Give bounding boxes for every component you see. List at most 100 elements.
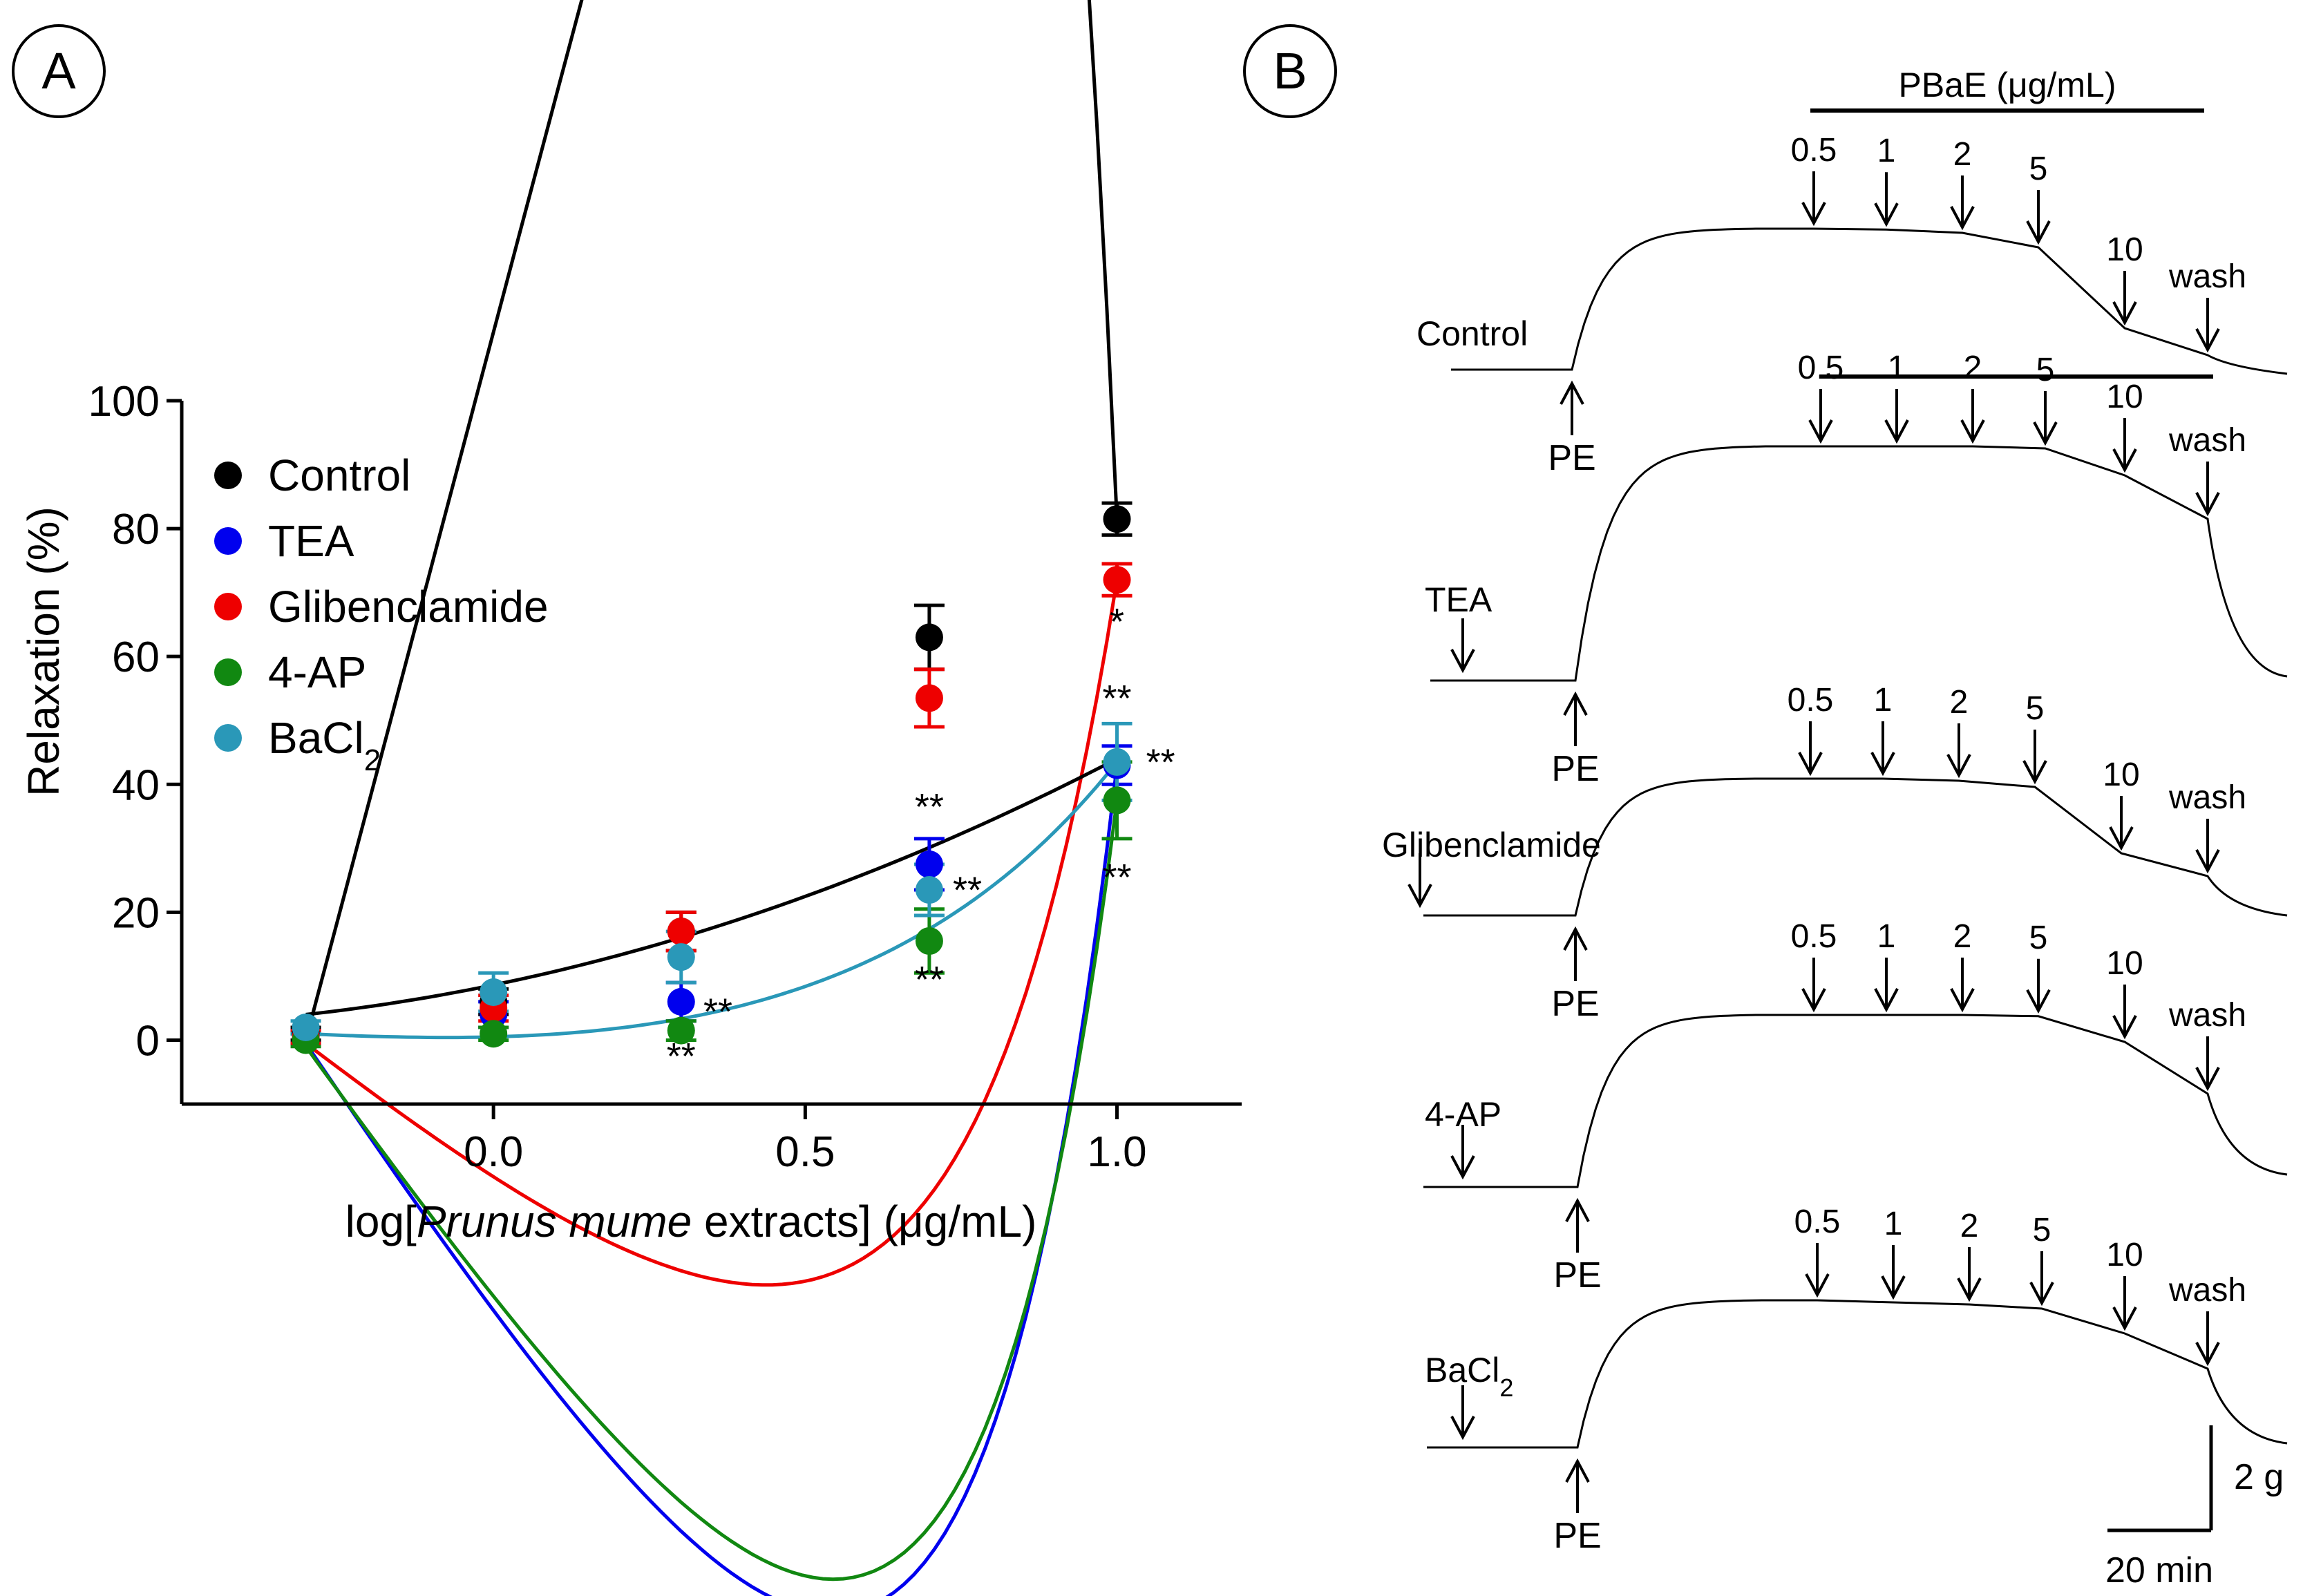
legend-marker-4: [214, 724, 242, 752]
y-tick-label: 20: [112, 889, 160, 937]
panel-b-badge: [1243, 24, 1337, 118]
data-point-3: [1103, 786, 1131, 815]
trace-label-subscript: 2: [1499, 1374, 1513, 1402]
data-point-2: [915, 684, 943, 712]
scale-bar-y-label: 2 g: [2234, 1457, 2284, 1497]
data-point-0: [1103, 505, 1131, 533]
dose-arrow-head: [1946, 754, 1971, 779]
dose-arrow-head: [2112, 448, 2137, 473]
trace-2: [1423, 777, 2288, 917]
legend-subscript: 2: [364, 743, 381, 777]
panel-a-badge: [12, 24, 106, 118]
significance-mark: **: [1103, 857, 1132, 898]
x-axis-label: log[Prunus mume extracts] (μg/mL): [345, 1197, 1037, 1246]
data-point-2: [1103, 566, 1131, 594]
trace-label-0: Control: [1416, 314, 1528, 353]
dose-arrow-head: [2112, 301, 2137, 326]
legend-marker-0: [214, 462, 242, 489]
dose-label: 5: [2029, 920, 2048, 956]
significance-mark: *: [1110, 601, 1124, 643]
dose-label: 0.5: [1788, 682, 1834, 719]
fit-curve-secondary: [305, 757, 1118, 1016]
wash-label: wash: [2168, 422, 2246, 459]
dose-arrow-head: [1808, 419, 1833, 444]
dose-label: 1: [1877, 918, 1896, 955]
legend-marker-2: [214, 593, 242, 620]
dose-label: 5: [2029, 151, 2048, 187]
pbae-title: PBaE (μg/mL): [1898, 66, 2116, 104]
pe-label: PE: [1548, 438, 1595, 478]
y-tick-label: 0: [136, 1017, 160, 1065]
fit-curve-4: [305, 761, 1119, 1040]
dose-arrow-head: [1870, 752, 1895, 777]
dose-label: 2: [1953, 918, 1972, 955]
legend-label-4: BaCl2: [268, 713, 381, 777]
panel-b-label: B: [1273, 42, 1307, 99]
data-point-4: [1103, 748, 1131, 776]
dose-label: 2: [1953, 136, 1972, 173]
pretreatment-arrow-head: [1450, 1416, 1475, 1441]
trace-label-text: Control: [1416, 314, 1528, 353]
dose-arrow-head: [1801, 202, 1826, 227]
wash-label: wash: [2168, 258, 2246, 295]
dose-arrow-head: [1805, 1273, 1830, 1298]
dose-arrow-head: [2022, 760, 2047, 785]
data-point-4: [667, 943, 695, 971]
trace-1: [1430, 445, 2288, 682]
legend-text: 4-AP: [268, 647, 366, 697]
dose-label: 2: [1960, 1208, 1979, 1244]
wash-label: wash: [2168, 779, 2246, 816]
trace-3: [1423, 1014, 2288, 1188]
dose-arrow-head: [2195, 849, 2220, 874]
dose-label: 1: [1874, 682, 1893, 719]
legend-text: BaCl: [268, 713, 364, 763]
dose-label: 0.5: [1798, 350, 1844, 386]
y-tick-label: 60: [112, 634, 160, 681]
dose-label: 0.5: [1791, 132, 1837, 169]
data-point-1: [667, 987, 695, 1016]
dose-arrow-head: [1957, 1277, 1982, 1302]
fit-curve-2: [305, 579, 1119, 1287]
dose-arrow-head: [1874, 988, 1899, 1013]
y-axis-label: Relaxation (%): [19, 506, 68, 797]
legend-label-3: 4-AP: [268, 647, 366, 697]
dose-label: 1: [1884, 1206, 1903, 1242]
wash-label: wash: [2168, 997, 2246, 1034]
legend-text: Glibenclamide: [268, 582, 549, 631]
dose-label: 5: [2033, 1212, 2051, 1248]
pe-arrow-head: [1560, 380, 1584, 405]
pe-arrow-head: [1563, 691, 1588, 716]
dose-arrow-head: [1950, 988, 1975, 1013]
dose-arrow-head: [1884, 419, 1909, 444]
legend-label-2: Glibenclamide: [268, 582, 549, 631]
trace-label-text: Glibenclamide: [1382, 826, 1601, 864]
panel-a-label: A: [41, 42, 76, 99]
data-point-4: [480, 978, 508, 1007]
dose-arrow-head: [2109, 826, 2134, 851]
dose-arrow-head: [2112, 1307, 2137, 1331]
pe-label: PE: [1551, 984, 1599, 1024]
dose-arrow-head: [2026, 989, 2051, 1014]
pe-label: PE: [1553, 1516, 1601, 1556]
trace-0: [1451, 227, 2288, 375]
data-point-0: [915, 623, 943, 652]
pe-arrow-head: [1565, 1458, 1590, 1483]
dose-arrow-head: [1801, 988, 1826, 1013]
dose-arrow-head: [2195, 1342, 2220, 1367]
legend-marker-3: [214, 658, 242, 686]
dose-arrow-head: [1874, 202, 1899, 227]
pe-label: PE: [1553, 1255, 1601, 1295]
pretreatment-arrow-head: [1450, 649, 1475, 674]
dose-label: 5: [2036, 352, 2055, 388]
significance-mark: **: [1146, 741, 1175, 783]
y-tick-label: 40: [112, 761, 160, 809]
significance-mark: **: [1103, 678, 1132, 719]
significance-mark: **: [915, 959, 944, 1000]
data-point-4: [915, 875, 943, 904]
x-tick-label: 0.0: [464, 1128, 523, 1176]
legend-marker-1: [214, 527, 242, 555]
dose-label: 2: [1964, 350, 1982, 386]
wash-label: wash: [2168, 1272, 2246, 1309]
y-tick-label: 100: [88, 378, 160, 426]
data-point-2: [667, 918, 695, 946]
